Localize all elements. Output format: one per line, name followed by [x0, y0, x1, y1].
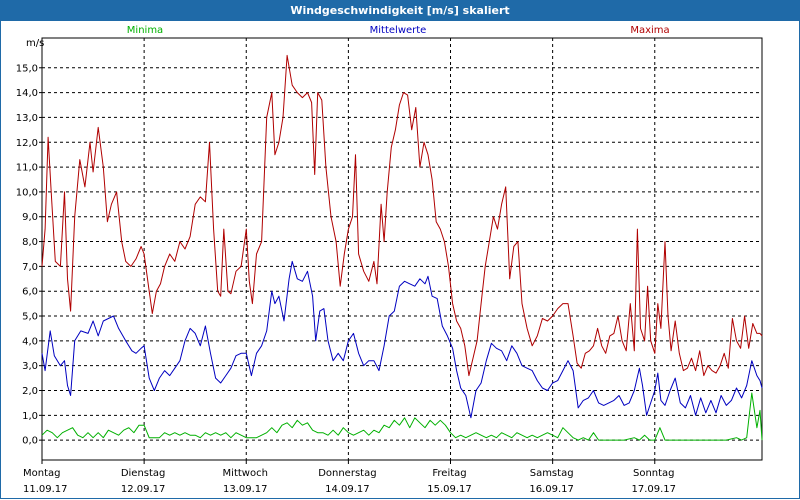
legend-mittelwerte: Mittelwerte [370, 25, 427, 36]
y-tick-label: 5,0 [22, 312, 38, 323]
x-tick-day-label: Mittwoch [223, 468, 268, 479]
maxima-series-line [41, 54, 763, 377]
y-tick-label: 4,0 [22, 336, 38, 347]
series-lines [41, 54, 763, 441]
y-tick-label: 0,0 [22, 436, 38, 447]
y-tick-label: 12,0 [16, 138, 38, 149]
y-tick-label: 7,0 [22, 262, 38, 273]
y-tick-label: 11,0 [16, 163, 38, 174]
x-tick-date-label: 11.09.17 [23, 484, 68, 495]
y-tick-label: 8,0 [22, 237, 38, 248]
grid-lines [42, 38, 762, 460]
x-tick-date-label: 14.09.17 [325, 484, 370, 495]
x-axis-ticks: Montag 11.09.17 Dienstag 12.09.17 Mittwoch 13… [23, 460, 676, 495]
y-axis-label: m/s [26, 38, 44, 49]
legend-maxima: Maxima [630, 25, 669, 36]
y-axis-ticks: 0,0 1,0 2,0 3,0 4,0 5,0 6,0 7,0 8,0 9,0 10,0 11,0 12… [16, 63, 42, 447]
x-tick-date-label: 12.09.17 [121, 484, 166, 495]
plot-area-border [41, 37, 763, 461]
y-tick-label: 3,0 [22, 361, 38, 372]
x-tick-date-label: 15.09.17 [427, 484, 472, 495]
window-title: Windgeschwindigkeit [m/s] skaliert [0, 0, 800, 21]
y-tick-label: 13,0 [16, 113, 38, 124]
x-tick-date-label: 16.09.17 [529, 484, 574, 495]
y-tick-label: 15,0 [16, 63, 38, 74]
y-tick-label: 10,0 [16, 187, 38, 198]
y-tick-label: 14,0 [16, 88, 38, 99]
x-tick-date-label: 17.09.17 [632, 484, 677, 495]
legend-minima: Minima [127, 25, 163, 36]
x-tick-day-label: Donnerstag [318, 468, 376, 479]
mittelwerte-series-line [41, 260, 763, 419]
y-tick-label: 1,0 [22, 411, 38, 422]
x-tick-day-label: Montag [23, 468, 60, 479]
y-tick-label: 9,0 [22, 212, 38, 223]
y-tick-label: 6,0 [22, 287, 38, 298]
x-tick-day-label: Samstag [530, 468, 574, 479]
x-tick-day-label: Dienstag [121, 468, 166, 479]
minima-series-line [41, 392, 763, 441]
x-tick-day-label: Freitag [432, 468, 466, 479]
y-tick-label: 2,0 [22, 386, 38, 397]
x-tick-date-label: 13.09.17 [223, 484, 268, 495]
x-tick-day-label: Sonntag [633, 468, 675, 479]
